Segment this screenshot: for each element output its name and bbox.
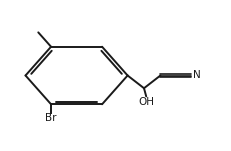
Text: Br: Br	[45, 113, 57, 123]
Text: N: N	[192, 71, 200, 80]
Text: OH: OH	[138, 97, 154, 107]
